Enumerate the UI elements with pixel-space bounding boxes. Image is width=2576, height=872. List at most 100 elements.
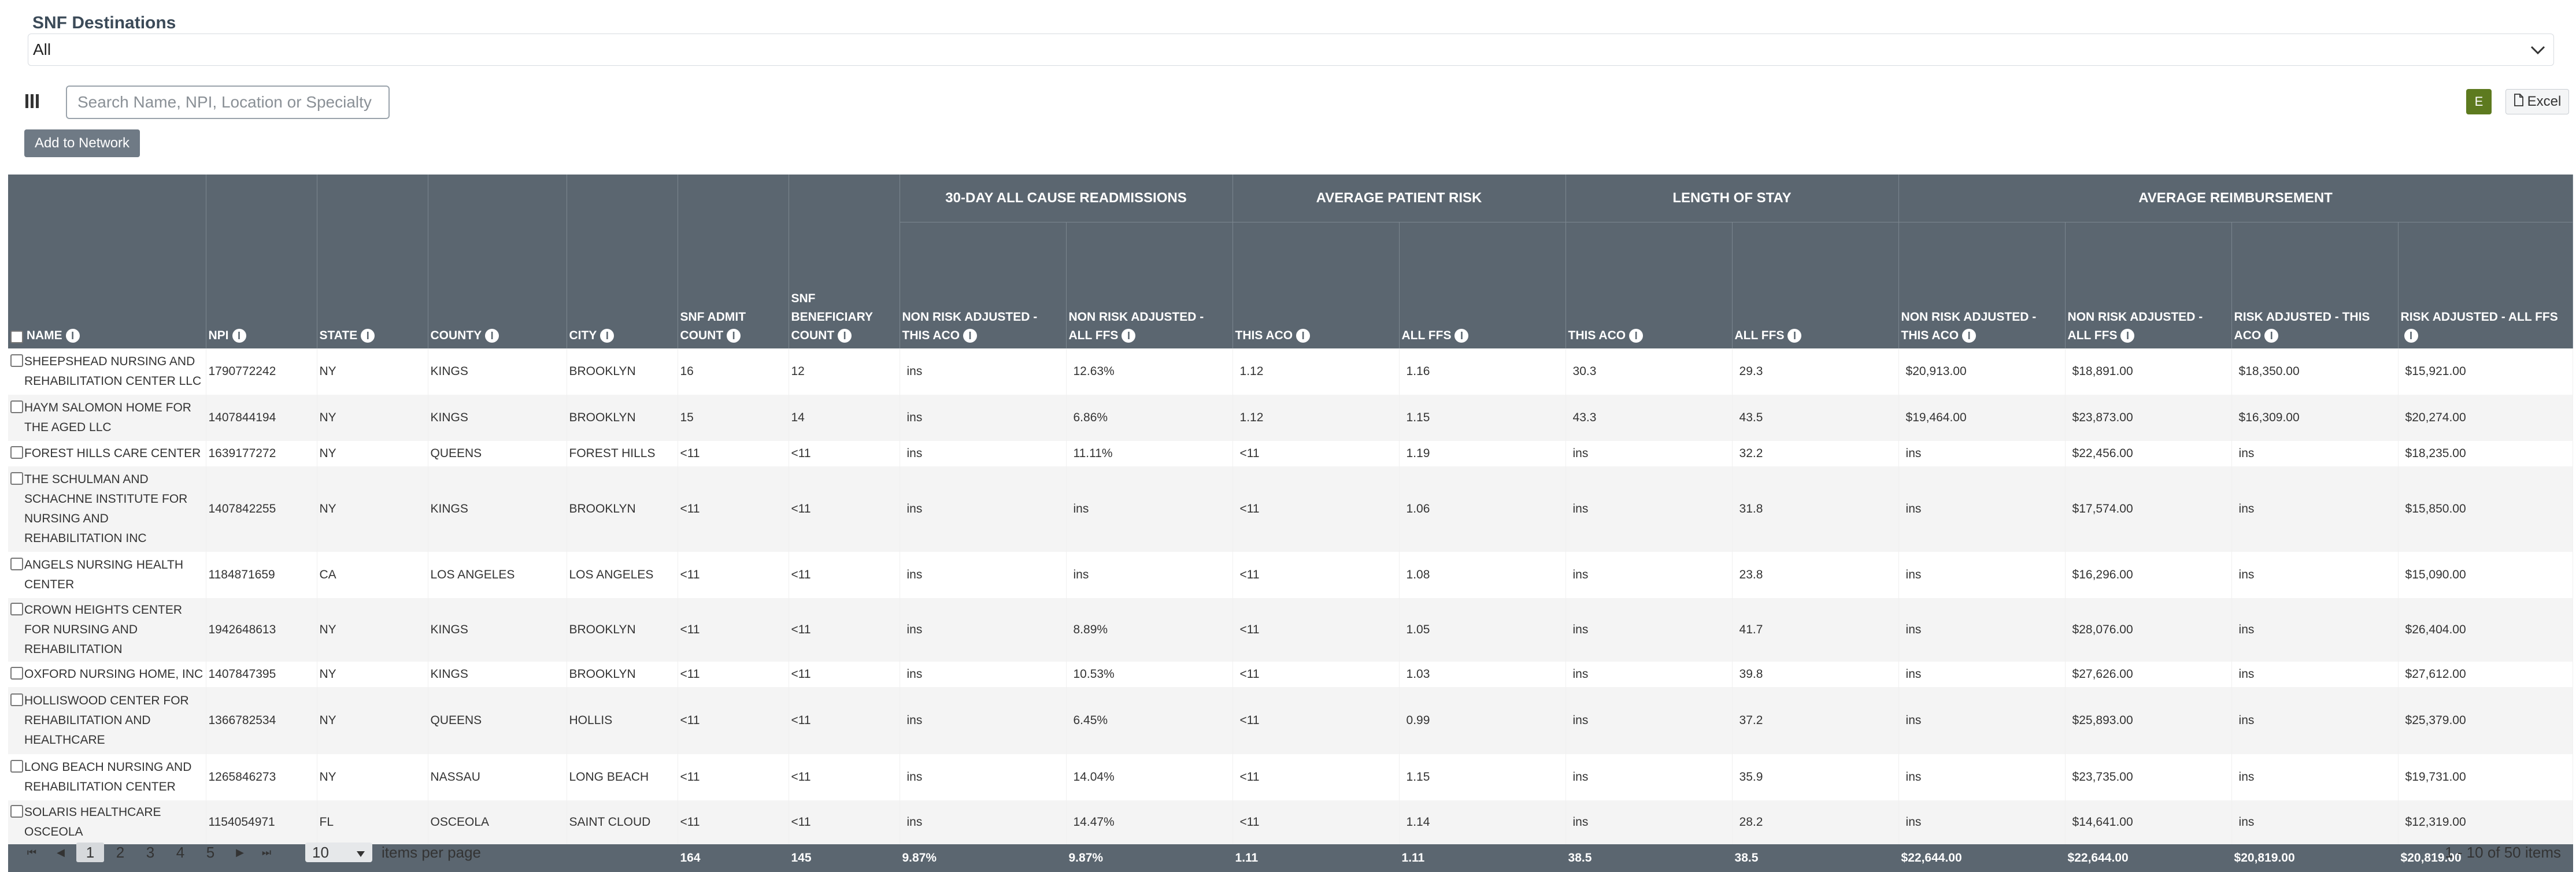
columns-icon[interactable]	[22, 91, 42, 111]
row-checkbox[interactable]	[10, 759, 23, 773]
cell-risk-this-aco: <11	[1233, 800, 1400, 844]
info-icon[interactable]: i	[2120, 328, 2135, 343]
cell-los-all-ffs: 37.2	[1732, 687, 1899, 754]
per-page-value: 10	[312, 843, 329, 861]
group-patient-risk: AVERAGE PATIENT RISK	[1233, 175, 1566, 222]
info-icon[interactable]: i	[1296, 328, 1311, 343]
header-reimb-ra-all-ffs[interactable]: RISK ADJUSTED - ALL FFSi	[2398, 222, 2573, 348]
cell-county: OSCEOLA	[428, 800, 567, 844]
info-icon[interactable]: i	[1122, 328, 1136, 343]
info-icon[interactable]: i	[600, 328, 615, 343]
row-checkbox[interactable]	[10, 472, 23, 485]
table-row[interactable]: LONG BEACH NURSING AND REHABILITATION CE…	[8, 754, 2573, 800]
info-icon[interactable]: i	[1454, 328, 1469, 343]
info-icon[interactable]: i	[1629, 328, 1644, 343]
row-checkbox[interactable]	[10, 446, 23, 459]
provider-name: HAYM SALOMON HOME FOR THE AGED LLC	[24, 400, 191, 434]
cell-los-this-aco: ins	[1565, 551, 1733, 598]
page-4-button[interactable]: 4	[176, 844, 185, 861]
cell-readmit-this-aco: ins	[900, 687, 1067, 754]
per-page-label: items per page	[382, 844, 481, 861]
cell-readmit-this-aco: ins	[900, 800, 1067, 844]
table-row[interactable]: OXFORD NURSING HOME, INC 1407847395 NY KING…	[8, 661, 2573, 687]
row-checkbox[interactable]	[10, 602, 23, 615]
last-page-icon[interactable]: ⏭	[261, 847, 272, 858]
info-icon[interactable]: i	[727, 328, 741, 343]
info-icon[interactable]: i	[65, 328, 80, 343]
info-icon[interactable]: i	[2264, 328, 2279, 343]
cell-los-all-ffs: 43.5	[1732, 394, 1899, 441]
cell-reimb-ra-all-ffs: $12,319.00	[2398, 800, 2573, 844]
info-icon[interactable]: i	[2404, 328, 2418, 343]
provider-name: CROWN HEIGHTS CENTER FOR NURSING AND REH…	[24, 603, 182, 656]
cell-snf-beneficiary-count: <11	[789, 440, 900, 466]
header-npi[interactable]: NPI i	[206, 175, 317, 348]
excel-button[interactable]: Excel	[2505, 89, 2569, 114]
table-row[interactable]: SOLARIS HEALTHCARE OSCEOLA 1154054971 FL OS…	[8, 800, 2573, 844]
header-reimb-nra-all-ffs[interactable]: NON RISK ADJUSTED - ALL FFS i	[2065, 222, 2232, 348]
header-los-this-aco[interactable]: THIS ACO i	[1565, 222, 1733, 348]
table-row[interactable]: CROWN HEIGHTS CENTER FOR NURSING AND REH…	[8, 598, 2573, 662]
cell-readmit-all-ffs: ins	[1066, 466, 1233, 552]
prev-page-icon[interactable]: ◀	[57, 847, 65, 858]
cell-city: BROOKLYN	[567, 661, 678, 687]
header-city[interactable]: CITY i	[567, 175, 678, 348]
row-checkbox[interactable]	[10, 804, 23, 818]
table-row[interactable]: SHEEPSHEAD NURSING AND REHABILITATION CE…	[8, 348, 2573, 395]
cell-npi: 1154054971	[206, 800, 317, 844]
info-icon[interactable]: i	[838, 328, 852, 343]
header-state[interactable]: STATE i	[317, 175, 428, 348]
header-risk-all-ffs[interactable]: ALL FFS i	[1399, 222, 1566, 348]
header-risk-this-aco[interactable]: THIS ACO i	[1233, 222, 1400, 348]
cell-readmit-this-aco: ins	[900, 661, 1067, 687]
cell-los-this-aco: ins	[1565, 754, 1733, 800]
e-button[interactable]: E	[2466, 89, 2492, 114]
header-reimb-nra-this-aco[interactable]: NON RISK ADJUSTED - THIS ACO i	[1898, 222, 2066, 348]
page-3-button[interactable]: 3	[146, 844, 155, 861]
row-checkbox[interactable]	[10, 693, 23, 706]
table-row[interactable]: HAYM SALOMON HOME FOR THE AGED LLC 140784…	[8, 394, 2573, 441]
select-all-checkbox[interactable]	[10, 330, 23, 343]
page-1-button[interactable]: 1	[76, 843, 104, 862]
cell-state: NY	[317, 466, 428, 552]
first-page-icon[interactable]: ⏮	[27, 847, 37, 858]
add-to-network-button[interactable]: Add to Network	[24, 129, 140, 157]
row-checkbox[interactable]	[10, 557, 23, 570]
cell-risk-this-aco: <11	[1233, 687, 1400, 754]
row-checkbox[interactable]	[10, 354, 23, 367]
header-snf-beneficiary-count[interactable]: SNF BENEFICIARY COUNT i	[789, 175, 900, 348]
info-icon[interactable]: i	[963, 328, 978, 343]
cell-reimb-ra-this-aco: $16,309.00	[2231, 394, 2399, 441]
header-reimb-ra-this-aco[interactable]: RISK ADJUSTED - THIS ACO i	[2231, 222, 2399, 348]
per-page-select[interactable]: 10	[305, 843, 372, 862]
cell-readmit-this-aco: ins	[900, 348, 1067, 395]
header-los-all-ffs[interactable]: ALL FFS i	[1732, 222, 1899, 348]
table-row[interactable]: HOLLISWOOD CENTER FOR REHABILITATION AND…	[8, 687, 2573, 754]
header-readmit-this-aco[interactable]: NON RISK ADJUSTED - THIS ACO i	[900, 222, 1067, 348]
provider-name: OXFORD NURSING HOME, INC	[24, 667, 203, 681]
header-county[interactable]: COUNTY i	[428, 175, 567, 348]
page-5-button[interactable]: 5	[206, 844, 215, 861]
info-icon[interactable]: i	[361, 328, 375, 343]
page-2-button[interactable]: 2	[116, 844, 125, 861]
table-row[interactable]: THE SCHULMAN AND SCHACHNE INSTITUTE FOR …	[8, 466, 2573, 552]
search-input[interactable]	[66, 86, 390, 119]
header-snf-admit-count[interactable]: SNF ADMIT COUNT i	[678, 175, 789, 348]
cell-reimb-ra-this-aco: ins	[2231, 551, 2399, 598]
provider-name: FOREST HILLS CARE CENTER	[24, 446, 201, 460]
cell-los-this-aco: 43.3	[1565, 394, 1733, 441]
header-name[interactable]: NAME i	[8, 175, 206, 348]
info-icon[interactable]: i	[1962, 328, 1977, 343]
row-checkbox[interactable]	[10, 400, 23, 413]
info-icon[interactable]: i	[485, 328, 499, 343]
info-icon[interactable]: i	[1787, 328, 1802, 343]
next-page-icon[interactable]: ▶	[236, 847, 244, 858]
group-readmissions: 30-DAY ALL CAUSE READMISSIONS	[900, 175, 1233, 222]
row-checkbox[interactable]	[10, 666, 23, 680]
table-row[interactable]: ANGELS NURSING HEALTH CENTER 1184871659 CA…	[8, 551, 2573, 598]
cell-risk-all-ffs: 1.03	[1399, 661, 1566, 687]
table-row[interactable]: FOREST HILLS CARE CENTER 1639177272 NY QUEE…	[8, 440, 2573, 466]
header-readmit-all-ffs[interactable]: NON RISK ADJUSTED - ALL FFS i	[1066, 222, 1233, 348]
destination-dropdown[interactable]: All	[28, 34, 2554, 66]
info-icon[interactable]: i	[232, 328, 246, 343]
